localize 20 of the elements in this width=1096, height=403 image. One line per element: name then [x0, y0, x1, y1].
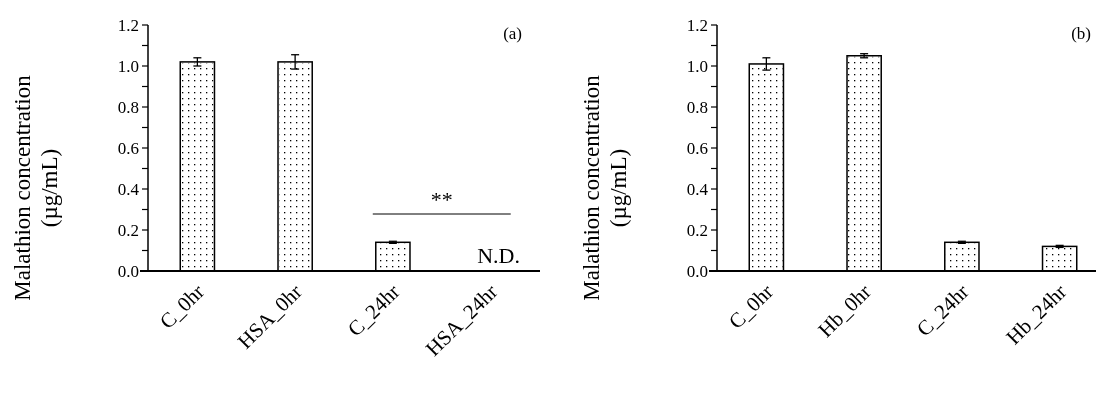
y-tick-label: 0.2: [117, 220, 139, 240]
annotation: N.D.: [477, 243, 521, 268]
y-axis-title: Malathion concentration (µg/mL): [579, 74, 631, 301]
y-tick-label: 0.4: [686, 179, 709, 199]
y-tick-label: 1.2: [686, 15, 708, 35]
annotation: (a): [503, 24, 522, 43]
y-tick-label: 0.6: [117, 138, 139, 158]
y-tick-label: 0.8: [117, 97, 139, 117]
y-tick-label: 1.2: [117, 15, 139, 35]
y-tick-label: 0.0: [686, 261, 708, 281]
y-tick-label: 0.6: [686, 138, 708, 158]
y-tick-label: 1.0: [117, 56, 139, 76]
annotation: (b): [1071, 24, 1091, 43]
y-tick-label: 0.8: [686, 97, 708, 117]
y-tick-label: 0.4: [117, 179, 140, 199]
annotation: **: [430, 187, 453, 212]
y-tick-label: 0.2: [686, 220, 708, 240]
y-tick-label: 1.0: [686, 56, 708, 76]
y-tick-label: 0.0: [117, 261, 139, 281]
y-axis-title: Malathion concentration (µg/mL): [10, 74, 62, 301]
